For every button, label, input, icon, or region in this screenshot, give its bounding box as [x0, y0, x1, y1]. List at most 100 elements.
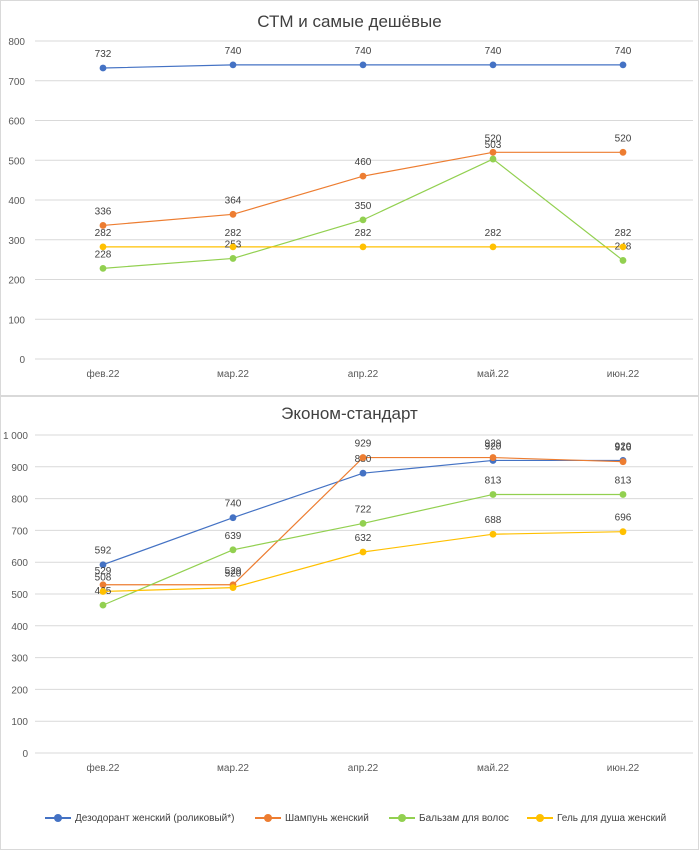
y-tick-label: 900: [11, 463, 28, 474]
y-tick-label: 700: [8, 77, 25, 88]
data-point: [229, 61, 237, 69]
data-point: [99, 222, 107, 229]
y-tick-label: 0: [19, 355, 25, 366]
data-point: [489, 243, 497, 251]
y-tick-label: 300: [11, 654, 28, 665]
data-label: 282: [355, 228, 372, 239]
data-label: 282: [95, 228, 112, 239]
data-label: 813: [615, 475, 632, 486]
data-point: [99, 588, 107, 595]
y-tick-label: 1 000: [3, 431, 28, 442]
data-point: [229, 210, 237, 218]
data-point: [99, 264, 107, 272]
data-label: 508: [95, 572, 112, 583]
data-label: 920: [485, 441, 502, 452]
data-point: [229, 546, 237, 554]
y-tick-label: 200: [11, 685, 28, 696]
data-point: [229, 514, 237, 522]
data-point: [99, 64, 107, 72]
data-label: 722: [355, 504, 372, 515]
data-point: [359, 520, 367, 527]
x-tick-label: июн.22: [607, 763, 640, 774]
legend-swatch: [45, 813, 71, 823]
data-point: [619, 257, 627, 264]
data-label: 813: [485, 475, 502, 486]
data-label: 520: [615, 133, 632, 144]
data-label: 740: [225, 46, 242, 57]
data-label: 929: [485, 439, 502, 450]
chart-panel-bottom: Эконом-стандарт 0 100 200 300 400 500 600 700 80…: [0, 396, 699, 850]
x-tick-label: мар.22: [217, 763, 249, 774]
chart-legend: Дезодорант женский (роликовый*) Шампунь …: [1, 809, 698, 827]
chart-plot-bottom: 0 100 200 300 400 500 600 700 800 900 1 000 фев.22 м…: [3, 431, 693, 774]
legend-swatch: [255, 813, 281, 823]
data-label: 688: [485, 515, 502, 526]
data-point: [99, 243, 107, 251]
data-label: 529: [225, 566, 242, 577]
x-tick-label: май.22: [477, 763, 509, 774]
chart-title: Эконом-стандарт: [281, 404, 418, 423]
data-point: [99, 581, 107, 589]
legend-swatch: [389, 813, 415, 823]
data-point: [359, 61, 367, 69]
legend-label: Дезодорант женский (роликовый*): [75, 812, 235, 824]
y-tick-label: 400: [8, 196, 25, 207]
data-point: [489, 530, 497, 538]
data-label: 916: [615, 443, 632, 454]
y-tick-label: 0: [22, 749, 28, 760]
chart-plot-top: 0 100 200 300 400 500 600 700 800 фев.22 мар.22 апр…: [8, 37, 693, 380]
y-tick-label: 500: [11, 590, 28, 601]
data-point: [489, 155, 497, 163]
x-tick-label: май.22: [477, 369, 509, 380]
data-point: [359, 243, 367, 251]
legend-item-shampoo: Шампунь женский: [255, 809, 369, 827]
y-tick-label: 800: [8, 37, 25, 48]
data-point: [489, 148, 497, 156]
data-label: 732: [95, 49, 112, 60]
y-tick-label: 300: [8, 236, 25, 247]
data-point: [229, 255, 237, 262]
data-point: [99, 601, 107, 609]
data-point: [489, 454, 497, 461]
data-point: [359, 216, 367, 224]
data-point: [229, 243, 237, 251]
chart-panel-top: СТМ и самые дешёвые 0 100 200 300 400 500 600 7…: [0, 0, 699, 396]
legend-label: Бальзам для волос: [419, 812, 509, 824]
data-point: [359, 548, 367, 556]
data-label: 364: [225, 195, 242, 206]
data-label: 740: [615, 46, 632, 57]
y-tick-label: 700: [11, 526, 28, 537]
data-point: [489, 61, 497, 69]
data-point: [489, 491, 497, 498]
x-tick-label: апр.22: [348, 369, 379, 380]
x-tick-label: апр.22: [348, 763, 379, 774]
data-label: 520: [485, 133, 502, 144]
data-point: [619, 458, 627, 466]
data-point: [359, 454, 367, 461]
x-tick-label: фев.22: [86, 762, 119, 774]
data-label: 632: [355, 533, 372, 544]
data-point: [619, 491, 627, 498]
y-tick-label: 600: [11, 558, 28, 569]
data-label: 740: [485, 46, 502, 57]
data-label: 336: [95, 206, 112, 217]
data-label: 503: [485, 140, 502, 151]
x-tick-label: фев.22: [86, 368, 119, 380]
data-label: 740: [225, 499, 242, 510]
data-label: 228: [95, 249, 112, 260]
data-label: 282: [615, 228, 632, 239]
y-tick-label: 800: [11, 495, 28, 506]
y-tick-label: 100: [11, 717, 28, 728]
x-tick-label: июн.22: [607, 369, 640, 380]
y-tick-label: 600: [8, 117, 25, 128]
data-label: 520: [225, 569, 242, 580]
data-point: [619, 61, 627, 69]
legend-item-deodorant: Дезодорант женский (роликовый*): [45, 809, 234, 827]
legend-label: Гель для душа женский: [557, 812, 667, 824]
legend-item-gel: Гель для душа женский: [527, 809, 666, 827]
data-label: 529: [95, 566, 112, 577]
data-point: [359, 172, 367, 180]
data-point: [619, 243, 627, 251]
data-point: [359, 469, 367, 477]
data-point: [619, 528, 627, 536]
